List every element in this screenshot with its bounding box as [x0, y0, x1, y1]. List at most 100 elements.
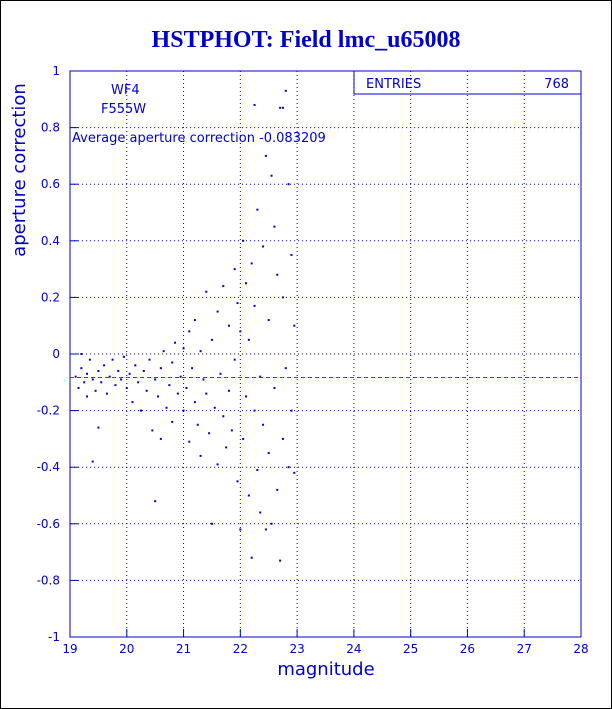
point	[128, 372, 131, 375]
y-tick-label: -0.2	[37, 404, 60, 418]
point	[131, 401, 134, 404]
point	[276, 488, 279, 491]
point	[245, 282, 248, 285]
point	[168, 384, 171, 387]
point	[253, 103, 256, 106]
point	[253, 409, 256, 412]
point	[176, 392, 179, 395]
annotation: F555W	[101, 102, 146, 117]
point	[247, 494, 250, 497]
point	[80, 353, 83, 355]
point	[159, 367, 162, 370]
point	[188, 330, 191, 333]
point	[83, 381, 86, 384]
stats-label: ENTRIES	[366, 77, 421, 92]
point	[270, 174, 273, 177]
point	[139, 409, 142, 412]
point	[213, 406, 216, 409]
point	[182, 347, 185, 350]
x-tick-label: 20	[119, 642, 134, 656]
x-tick-label: 25	[403, 642, 418, 656]
point	[199, 350, 202, 353]
y-axis-label: aperture correction	[9, 83, 30, 257]
point	[120, 378, 123, 381]
point	[256, 469, 259, 472]
point	[80, 367, 83, 370]
point	[222, 285, 225, 288]
point	[171, 420, 174, 423]
point	[233, 268, 236, 271]
point	[74, 375, 77, 378]
point	[191, 367, 194, 370]
x-tick-label: 19	[62, 642, 77, 656]
point	[264, 154, 267, 157]
y-tick-label: 0.4	[41, 234, 60, 248]
point	[142, 369, 145, 372]
y-tick-label: 1	[52, 64, 60, 78]
point	[216, 463, 219, 466]
point	[154, 378, 157, 381]
point	[91, 460, 94, 463]
point	[86, 372, 89, 375]
point	[182, 409, 185, 412]
point	[279, 559, 282, 562]
point	[250, 556, 253, 559]
point	[94, 389, 97, 392]
point	[236, 480, 239, 483]
x-tick-label: 22	[233, 642, 248, 656]
point	[111, 358, 114, 361]
point	[88, 358, 91, 361]
point	[262, 423, 265, 426]
point	[290, 253, 293, 256]
point	[108, 375, 111, 378]
point	[105, 392, 108, 395]
point	[227, 389, 230, 392]
point	[227, 324, 230, 327]
chart-title: HSTPHOT: Field lmc_u65008	[152, 27, 461, 53]
point	[262, 245, 265, 248]
point	[230, 429, 233, 432]
point	[210, 338, 213, 341]
point	[202, 378, 205, 381]
point	[247, 338, 250, 341]
point	[233, 358, 236, 361]
point	[222, 415, 225, 418]
point	[216, 310, 219, 313]
point	[253, 304, 256, 307]
x-tick-label: 24	[346, 642, 361, 656]
point	[174, 341, 177, 344]
point	[284, 89, 287, 92]
point	[273, 225, 276, 228]
point	[122, 355, 125, 358]
point	[185, 386, 188, 389]
y-tick-label: 0.2	[41, 290, 60, 304]
point	[239, 330, 242, 333]
point	[250, 262, 253, 265]
point	[125, 386, 128, 389]
point	[205, 392, 208, 395]
point	[179, 375, 182, 378]
point	[270, 522, 273, 525]
point	[86, 395, 89, 398]
point	[281, 106, 284, 109]
point	[188, 440, 191, 443]
point	[205, 290, 208, 293]
point	[281, 437, 284, 440]
point	[97, 369, 100, 372]
point	[242, 437, 245, 440]
y-tick-label: -0.8	[37, 573, 60, 587]
point	[137, 381, 140, 384]
point	[114, 384, 117, 387]
point	[171, 361, 174, 364]
point	[259, 511, 262, 514]
point	[208, 432, 211, 435]
point	[97, 426, 100, 429]
stats-value: 768	[544, 77, 569, 92]
point	[276, 273, 279, 276]
x-tick-label: 23	[289, 642, 304, 656]
point	[148, 358, 151, 361]
y-tick-label: -1	[48, 630, 60, 644]
point	[162, 350, 165, 353]
point	[157, 395, 160, 398]
y-tick-label: 0	[52, 347, 60, 361]
